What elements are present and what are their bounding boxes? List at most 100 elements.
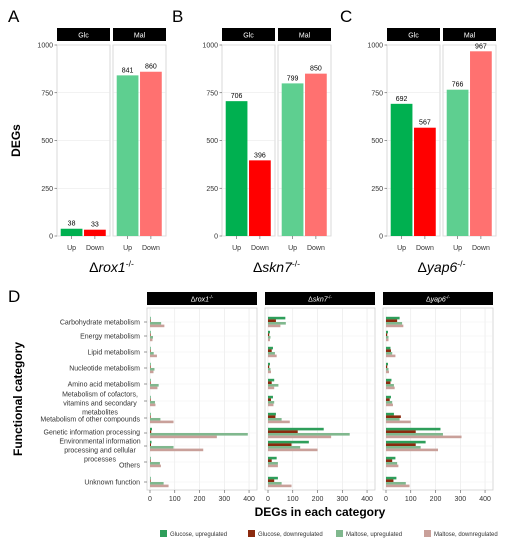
facet-strip — [265, 292, 375, 305]
bar-maltose-downregulated — [150, 420, 174, 424]
bar-glucose-upregulated — [150, 456, 151, 460]
facet-strip-label: Δskn7-/- — [308, 295, 332, 304]
bar-glucose-downregulated — [268, 319, 276, 322]
bar-glucose-upregulated — [268, 427, 324, 431]
bar-glucose-downregulated — [268, 365, 270, 368]
chart-panel-c: Glc 692 Up 567 Down Mal 766 Up 967 Down 0 250 500 750… — [367, 28, 497, 252]
bar-up — [446, 89, 469, 236]
bar-maltose-upregulated — [268, 433, 350, 436]
x-axis-title: Δrox1-/- — [89, 258, 134, 275]
bar-maltose-upregulated — [386, 446, 421, 449]
bar-maltose-upregulated — [386, 433, 443, 436]
bar-maltose-upregulated — [268, 368, 271, 371]
bar-glucose-downregulated — [386, 333, 388, 336]
bar-maltose-upregulated — [386, 462, 398, 465]
bar-glucose-upregulated — [150, 412, 151, 416]
x-tick-label: 400 — [361, 496, 373, 503]
bar-glucose-downregulated — [268, 398, 271, 401]
chart-panel-b: Glc 706 Up 396 Down Mal 799 Up 850 Down 0 250 500 750… — [202, 28, 332, 252]
facet-strip-label: Mal — [299, 33, 311, 40]
bar-maltose-downregulated — [386, 386, 395, 390]
bar-maltose-downregulated — [268, 354, 277, 358]
bar-maltose-upregulated — [386, 368, 389, 371]
bar-glucose-upregulated — [150, 378, 151, 382]
bar-maltose-downregulated — [386, 420, 411, 424]
legend-label: Maltose, upregulated — [346, 532, 402, 538]
facet-panel — [382, 307, 494, 491]
bar-maltose-upregulated — [386, 384, 394, 387]
facet-strip — [113, 28, 166, 41]
bar-glucose-upregulated — [386, 362, 388, 366]
category-label: Others — [119, 463, 141, 470]
bar-glucose-downregulated — [386, 459, 393, 462]
bar-maltose-upregulated — [386, 418, 400, 421]
x-tick-label: 200 — [194, 496, 206, 503]
category-label: Nucleotide metabolism — [69, 366, 140, 373]
bar-maltose-downregulated — [268, 448, 318, 452]
bar-glucose-downregulated — [386, 443, 416, 446]
x-tick-label: Up — [123, 245, 132, 252]
y-tick-label: 500 — [41, 138, 53, 145]
facet-strip-prefix: Δ — [191, 297, 196, 304]
x-axis-title-sup: -/- — [457, 258, 465, 268]
category-label: processing and cellular — [64, 448, 136, 455]
bar-glucose-upregulated — [268, 456, 277, 460]
x-tick-label: 0 — [266, 496, 270, 503]
facet-strip-gene: rox1 — [195, 297, 209, 304]
bar-maltose-downregulated — [386, 403, 393, 407]
bar-maltose-downregulated — [150, 448, 204, 452]
bar-glucose-upregulated — [386, 476, 397, 480]
bar-value-label: 799 — [287, 75, 299, 82]
x-tick-label: Up — [288, 245, 297, 252]
bar-maltose-upregulated — [150, 482, 164, 485]
bar-glucose-downregulated — [386, 349, 391, 352]
bar-value-label: 860 — [145, 64, 157, 71]
chart-panel-a: Glc 38 Up 33 Down Mal 841 Up 860 Down 0 250 500 750 10… — [9, 28, 167, 252]
bar-glucose-downregulated — [386, 319, 398, 322]
facet-strip — [387, 28, 440, 41]
bar-maltose-downregulated — [268, 403, 274, 407]
bar-maltose-downregulated — [150, 484, 169, 488]
legend-swatch — [336, 530, 343, 537]
bar-maltose-upregulated — [268, 462, 278, 465]
category-label: Genetic information processing — [44, 430, 141, 437]
bar-maltose-upregulated — [268, 482, 282, 485]
bar-glucose-upregulated — [386, 456, 396, 460]
bar-maltose-downregulated — [386, 370, 389, 374]
bar-glucose-downregulated — [150, 381, 151, 384]
bar-maltose-downregulated — [386, 338, 389, 342]
bar-value-label: 841 — [122, 67, 134, 74]
facet-strip-sup: -/- — [446, 295, 451, 300]
bar-glucose-upregulated — [386, 378, 392, 382]
x-tick-label: 400 — [243, 496, 255, 503]
bar-maltose-downregulated — [268, 464, 278, 468]
bar-maltose-downregulated — [386, 464, 399, 468]
y-tick-label: 250 — [371, 186, 383, 193]
category-label: Energy metabolism — [80, 334, 140, 341]
bar-glucose-upregulated — [268, 316, 286, 320]
bar-glucose-downregulated — [268, 459, 272, 462]
bar-down — [305, 73, 327, 237]
y-axis-title: DEGs — [9, 124, 23, 157]
bar-maltose-upregulated — [150, 446, 174, 449]
bar-glucose-upregulated — [268, 476, 278, 480]
panel-letter-a: A — [8, 7, 20, 26]
bar-maltose-upregulated — [150, 462, 160, 465]
bar-value-label: 33 — [91, 222, 99, 229]
y-tick-label: 0 — [214, 234, 218, 241]
facet-strip-sup: -/- — [328, 295, 333, 300]
x-tick-label: 400 — [479, 496, 491, 503]
bar-glucose-upregulated — [150, 346, 151, 350]
x-tick-label: Down — [472, 245, 490, 252]
bar-value-label: 850 — [310, 66, 322, 73]
y-axis-title: Functional category — [11, 342, 25, 456]
facet-strip — [383, 292, 493, 305]
legend-swatch — [424, 530, 431, 537]
y-tick-label: 750 — [41, 90, 53, 97]
y-tick-label: 750 — [206, 90, 218, 97]
legend-label: Glucose, upregulated — [170, 532, 227, 538]
bar-maltose-upregulated — [268, 352, 275, 355]
bar-value-label: 766 — [452, 82, 464, 89]
